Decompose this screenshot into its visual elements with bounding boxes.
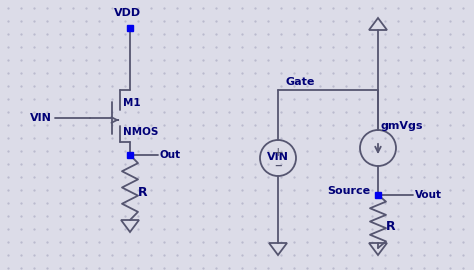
Text: R: R <box>386 220 396 233</box>
Text: Gate: Gate <box>286 77 315 87</box>
Text: –: – <box>274 157 282 173</box>
Text: M1: M1 <box>123 98 141 108</box>
Text: NMOS: NMOS <box>123 127 158 137</box>
Text: Source: Source <box>327 186 370 196</box>
Text: VIN: VIN <box>30 113 52 123</box>
Text: VIN: VIN <box>267 152 289 162</box>
Text: gmVgs: gmVgs <box>381 121 423 131</box>
Text: +: + <box>273 146 283 158</box>
Text: Out: Out <box>160 150 181 160</box>
Text: Vout: Vout <box>415 190 442 200</box>
Text: VDD: VDD <box>114 8 142 18</box>
Text: R: R <box>138 186 147 199</box>
